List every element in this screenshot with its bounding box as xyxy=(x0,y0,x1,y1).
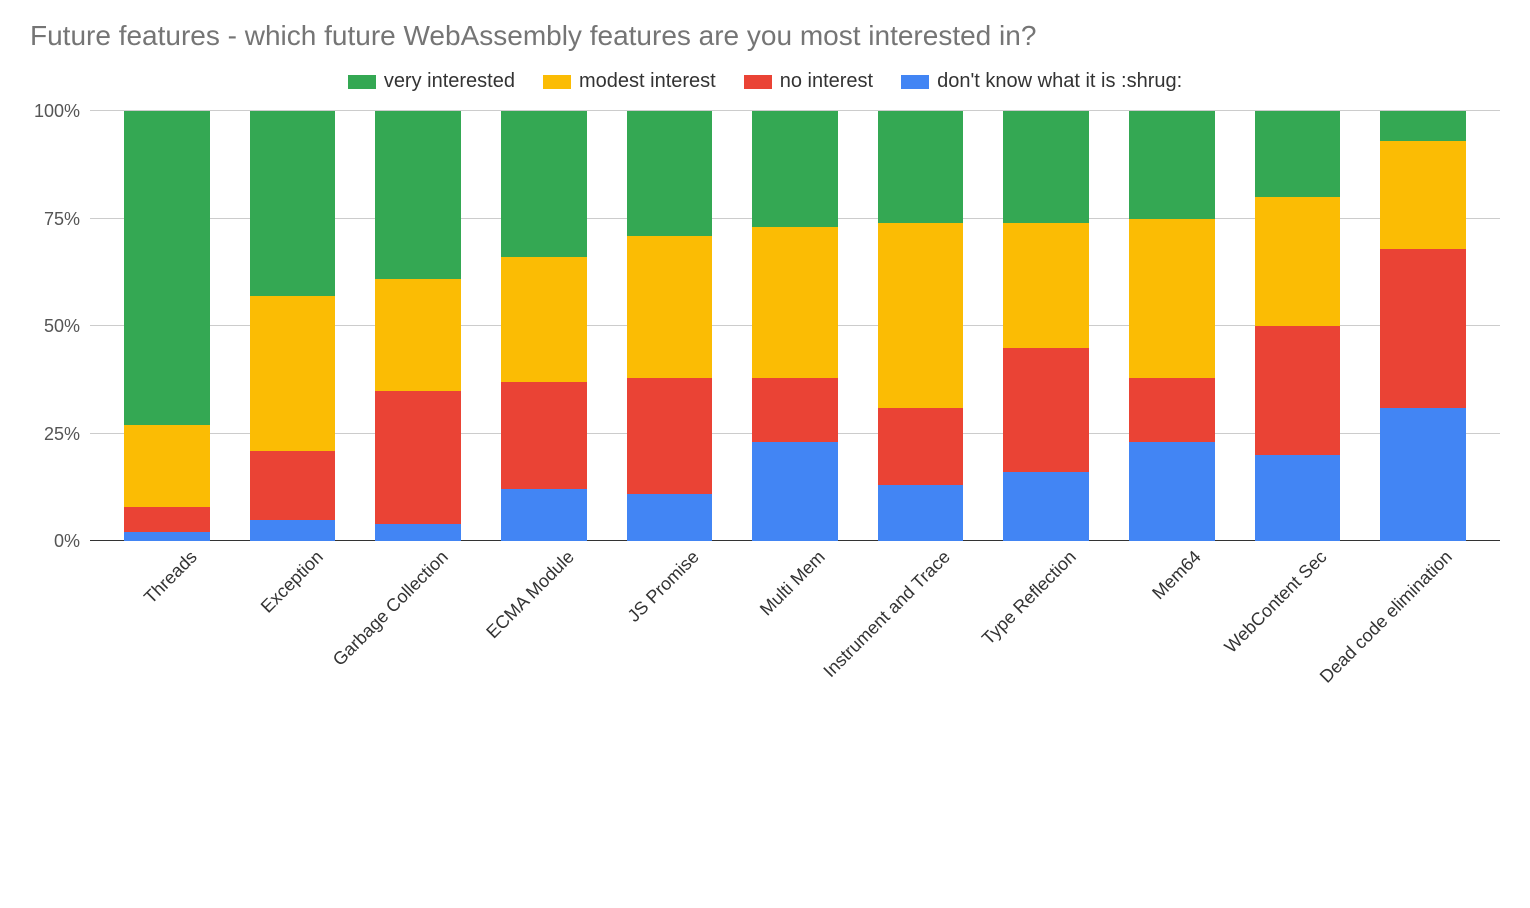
bar xyxy=(250,111,336,541)
bar-segment-modest_interest xyxy=(375,279,461,391)
bars xyxy=(90,111,1500,541)
bar-segment-no_interest xyxy=(501,382,587,490)
bars-wrap xyxy=(90,111,1500,541)
x-axis: Threads ExceptionGarbage Collection ECMA M… xyxy=(90,541,1500,711)
bar-segment-dont_know xyxy=(752,442,838,541)
legend: very interested modest interest no interes… xyxy=(30,70,1500,93)
x-axis-label: ECMA Module xyxy=(482,547,578,643)
bar-segment-dont_know xyxy=(501,489,587,541)
bar xyxy=(124,111,210,541)
legend-label: modest interest xyxy=(579,70,716,93)
bar-segment-very_interested xyxy=(1380,111,1466,141)
plot-area: 100%75%50%25%0% xyxy=(30,111,1500,541)
x-axis-label: Garbage Collection xyxy=(329,547,453,671)
bar-segment-dont_know xyxy=(375,524,461,541)
legend-item: no interest xyxy=(744,70,873,93)
legend-label: don't know what it is :shrug: xyxy=(937,70,1182,93)
bar-segment-no_interest xyxy=(375,391,461,524)
x-axis-label: JS Promise xyxy=(624,547,704,627)
bar xyxy=(501,111,587,541)
bar-segment-modest_interest xyxy=(250,296,336,451)
chart-title: Future features - which future WebAssemb… xyxy=(30,20,1500,52)
bar-segment-very_interested xyxy=(878,111,964,223)
bar-segment-very_interested xyxy=(375,111,461,279)
bar xyxy=(1129,111,1215,541)
bar-segment-no_interest xyxy=(124,507,210,533)
chart-container: Future features - which future WebAssemb… xyxy=(30,20,1500,711)
legend-label: no interest xyxy=(780,70,873,93)
bar-segment-very_interested xyxy=(1255,111,1341,197)
bar-segment-very_interested xyxy=(1129,111,1215,219)
x-axis-label: Instrument and Trace xyxy=(820,547,955,682)
legend-item: don't know what it is :shrug: xyxy=(901,70,1182,93)
bar-segment-modest_interest xyxy=(501,257,587,382)
x-axis-label: Mem64 xyxy=(1149,547,1206,604)
x-axis-label: Threads xyxy=(140,547,202,609)
legend-label: very interested xyxy=(384,70,515,93)
legend-swatch xyxy=(543,75,571,89)
bar-segment-dont_know xyxy=(627,494,713,541)
x-axis-label: Multi Mem xyxy=(756,547,830,621)
bar-segment-dont_know xyxy=(878,485,964,541)
bar-segment-very_interested xyxy=(501,111,587,257)
bar xyxy=(1380,111,1466,541)
legend-item: very interested xyxy=(348,70,515,93)
legend-swatch xyxy=(744,75,772,89)
bar-segment-very_interested xyxy=(752,111,838,227)
bar-segment-dont_know xyxy=(1129,442,1215,541)
y-axis: 100%75%50%25%0% xyxy=(30,111,90,541)
bar xyxy=(627,111,713,541)
bar-segment-modest_interest xyxy=(1380,141,1466,249)
bar-segment-no_interest xyxy=(627,378,713,494)
bar-segment-modest_interest xyxy=(1255,197,1341,326)
bar-segment-modest_interest xyxy=(878,223,964,408)
bar-segment-very_interested xyxy=(627,111,713,236)
bar-segment-very_interested xyxy=(1003,111,1089,223)
legend-swatch xyxy=(901,75,929,89)
bar-segment-modest_interest xyxy=(627,236,713,378)
bar-segment-no_interest xyxy=(250,451,336,520)
legend-item: modest interest xyxy=(543,70,716,93)
bar-segment-very_interested xyxy=(250,111,336,296)
bar-segment-dont_know xyxy=(1380,408,1466,541)
x-axis-label: Type Reflection xyxy=(978,547,1081,650)
x-axis-label: Dead code elimination xyxy=(1316,547,1457,688)
legend-swatch xyxy=(348,75,376,89)
bar-segment-no_interest xyxy=(878,408,964,485)
bar xyxy=(375,111,461,541)
bar-segment-no_interest xyxy=(1003,348,1089,473)
bar xyxy=(1255,111,1341,541)
bar-segment-no_interest xyxy=(1380,249,1466,408)
x-axis-label: WebContent Sec xyxy=(1221,547,1332,658)
bar-segment-dont_know xyxy=(250,520,336,542)
bar-segment-dont_know xyxy=(1003,472,1089,541)
bar-segment-dont_know xyxy=(1255,455,1341,541)
bar-segment-no_interest xyxy=(1129,378,1215,443)
bar-segment-modest_interest xyxy=(124,425,210,507)
x-axis-label: Exception xyxy=(257,547,328,618)
bar-segment-modest_interest xyxy=(1129,219,1215,378)
bar-segment-no_interest xyxy=(1255,326,1341,455)
bar-segment-dont_know xyxy=(124,532,210,541)
bar xyxy=(1003,111,1089,541)
bar-segment-no_interest xyxy=(752,378,838,443)
bar-segment-modest_interest xyxy=(1003,223,1089,348)
bar-segment-modest_interest xyxy=(752,227,838,378)
bar xyxy=(878,111,964,541)
bar-segment-very_interested xyxy=(124,111,210,425)
bar xyxy=(752,111,838,541)
